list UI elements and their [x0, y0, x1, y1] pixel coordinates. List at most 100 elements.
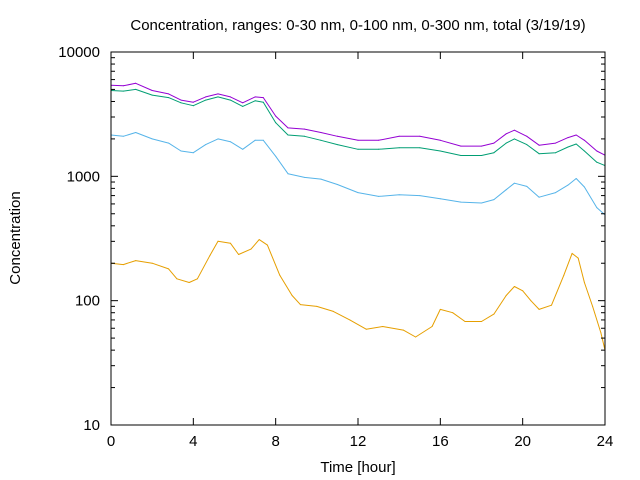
data-point-range-0-100: [505, 189, 507, 191]
data-point-range-0-100: [583, 186, 585, 188]
data-point-range-0-30: [551, 304, 552, 306]
data-point-range-0-30: [600, 332, 602, 334]
data-point-range-0-30: [464, 321, 466, 322]
data-point-range-0-300: [583, 150, 585, 152]
plot-frame: [110, 51, 606, 426]
data-point-total: [398, 135, 400, 137]
data-point-range-0-300: [555, 152, 557, 154]
data-point-range-0-30: [439, 308, 441, 310]
data-point-range-0-300: [168, 97, 170, 99]
data-point-range-0-100: [242, 148, 244, 150]
data-point-range-0-30: [415, 336, 417, 338]
data-point-range-0-100: [567, 184, 569, 186]
data-point-total: [538, 144, 540, 146]
data-point-range-0-300: [357, 148, 359, 150]
data-point-total: [151, 90, 153, 91]
data-point-total: [419, 135, 421, 137]
data-point-range-0-300: [526, 144, 528, 146]
data-point-range-0-30: [522, 290, 524, 292]
data-point-range-0-30: [151, 262, 153, 264]
data-point-range-0-100: [481, 202, 482, 204]
data-point-total: [555, 142, 557, 144]
data-point-range-0-30: [583, 282, 585, 283]
x-tick-label: 8: [271, 433, 279, 450]
data-point-total: [135, 82, 137, 84]
data-point-total: [320, 132, 322, 133]
data-point-range-0-100: [357, 192, 359, 194]
data-point-range-0-300: [262, 101, 264, 103]
data-point-range-0-30: [481, 321, 482, 322]
data-point-range-0-300: [122, 90, 124, 92]
data-point-range-0-300: [254, 100, 256, 102]
data-point-range-0-300: [275, 122, 277, 124]
data-point-range-0-300: [481, 155, 482, 156]
data-point-total: [575, 134, 577, 136]
data-point-range-0-30: [431, 326, 433, 327]
data-point-range-0-100: [151, 138, 153, 140]
data-point-range-0-100: [287, 173, 289, 175]
data-point-total: [205, 96, 207, 98]
data-point-range-0-30: [258, 239, 260, 241]
data-point-range-0-300: [493, 152, 495, 154]
x-axis-label: Time [hour]: [320, 459, 395, 476]
data-point-range-0-100: [262, 139, 264, 141]
data-point-range-0-100: [168, 142, 170, 144]
data-point-range-0-30: [592, 305, 594, 307]
y-tick-label: 100: [75, 293, 100, 310]
data-point-range-0-30: [299, 304, 301, 306]
data-point-range-0-100: [135, 132, 137, 133]
data-point-range-0-30: [332, 310, 334, 312]
x-tick-label: 24: [597, 433, 614, 450]
data-point-range-0-300: [242, 105, 244, 107]
y-tick-label: 1000: [67, 168, 100, 185]
data-point-range-0-100: [398, 194, 400, 196]
data-point-range-0-100: [419, 195, 421, 197]
data-point-range-0-300: [398, 147, 400, 149]
data-point-range-0-30: [291, 295, 293, 296]
data-point-range-0-300: [229, 99, 231, 101]
data-point-range-0-300: [439, 150, 441, 152]
data-point-range-0-30: [513, 286, 515, 287]
data-point-range-0-100: [575, 178, 577, 179]
data-point-range-0-30: [493, 313, 495, 315]
data-point-range-0-300: [575, 143, 577, 145]
data-point-range-0-300: [217, 96, 219, 98]
data-point-total: [583, 139, 585, 141]
data-point-range-0-300: [304, 135, 305, 137]
data-point-range-0-30: [571, 252, 573, 254]
data-point-range-0-100: [275, 155, 277, 157]
y-tick-label: 10000: [58, 44, 100, 61]
x-tick-label: 16: [432, 433, 449, 450]
data-point-total: [378, 139, 380, 141]
data-point-range-0-30: [505, 295, 507, 296]
data-point-range-0-30: [122, 264, 124, 266]
data-point-range-0-300: [378, 148, 380, 150]
data-point-range-0-30: [238, 254, 240, 255]
data-point-total: [168, 93, 170, 95]
data-point-range-0-100: [205, 144, 207, 146]
data-point-range-0-30: [349, 319, 351, 321]
data-point-range-0-100: [526, 185, 528, 187]
data-point-range-0-30: [266, 244, 268, 246]
y-axis-label: Concentration: [7, 191, 24, 284]
data-point-range-0-300: [538, 153, 540, 155]
data-point-total: [513, 129, 515, 131]
data-point-range-0-100: [192, 152, 194, 154]
x-tick-label: 4: [189, 433, 197, 450]
data-point-range-0-30: [530, 300, 532, 302]
data-point-total: [567, 137, 569, 139]
data-point-range-0-30: [538, 308, 540, 310]
data-point-total: [439, 139, 441, 141]
series-line-range-0-30: [110, 239, 606, 351]
data-point-range-0-100: [493, 199, 495, 201]
data-point-total: [596, 150, 598, 152]
data-point-range-0-100: [180, 150, 182, 152]
data-point-range-0-30: [168, 268, 170, 270]
data-point-range-0-300: [192, 105, 194, 107]
data-point-total: [217, 93, 219, 95]
data-point-total: [526, 135, 528, 137]
data-point-range-0-300: [567, 146, 569, 148]
data-point-range-0-300: [287, 134, 289, 136]
data-point-total: [505, 133, 507, 135]
